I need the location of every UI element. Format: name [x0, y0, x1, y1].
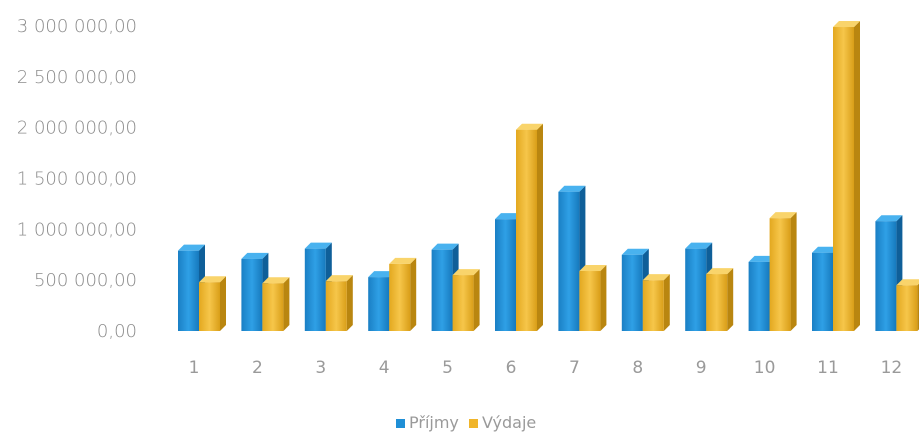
bars	[178, 21, 919, 332]
legend-label: Výdaje	[482, 413, 536, 432]
x-tick-label: 8	[632, 358, 643, 378]
bar-vydaje-2	[262, 277, 290, 331]
y-tick-label: 2 500 000,00	[17, 67, 137, 88]
legend-label: Příjmy	[409, 413, 459, 432]
bar-vydaje-7	[579, 265, 607, 331]
legend-item: Příjmy	[396, 413, 459, 432]
bar-vydaje-10	[769, 212, 797, 331]
bar-vydaje-6	[516, 123, 543, 331]
x-tick-label: 11	[817, 358, 839, 378]
bar-vydaje-12	[896, 279, 919, 331]
bar-vydaje-9	[706, 268, 734, 331]
bar-vydaje-8	[642, 274, 670, 331]
bar-vydaje-4	[389, 257, 417, 331]
legend-item: Výdaje	[469, 413, 536, 432]
x-axis: 1 2 3 4 5 6 7 8 9 10 11 12	[189, 358, 903, 378]
y-tick-label: 1 000 000,00	[17, 219, 137, 240]
x-tick-label: 7	[569, 358, 580, 378]
bar-vydaje-5	[452, 269, 480, 331]
x-tick-label: 9	[696, 358, 707, 378]
y-tick-label: 1 500 000,00	[17, 169, 137, 190]
x-tick-label: 5	[442, 358, 453, 378]
x-tick-label: 6	[506, 358, 517, 378]
y-tick-label: 2 000 000,00	[17, 118, 137, 139]
bar-vydaje-3	[325, 275, 353, 331]
y-tick-label: 3 000 000,00	[17, 16, 137, 37]
y-tick-label: 0,00	[97, 321, 137, 342]
x-tick-label: 10	[754, 358, 776, 378]
x-tick-label: 12	[881, 358, 903, 378]
x-tick-label: 4	[379, 358, 390, 378]
bar-vydaje-11	[833, 21, 860, 332]
legend-swatch	[469, 419, 478, 428]
x-tick-label: 1	[189, 358, 200, 378]
y-tick-label: 500 000,00	[34, 270, 137, 291]
x-tick-label: 2	[252, 358, 263, 378]
legend: Příjmy Výdaje	[396, 413, 536, 432]
legend-swatch	[396, 419, 405, 428]
y-axis: 0,00 500 000,00 1 000 000,00 1 500 000,00 2 …	[17, 16, 137, 342]
bar-vydaje-1	[199, 276, 226, 331]
x-tick-label: 3	[315, 358, 326, 378]
